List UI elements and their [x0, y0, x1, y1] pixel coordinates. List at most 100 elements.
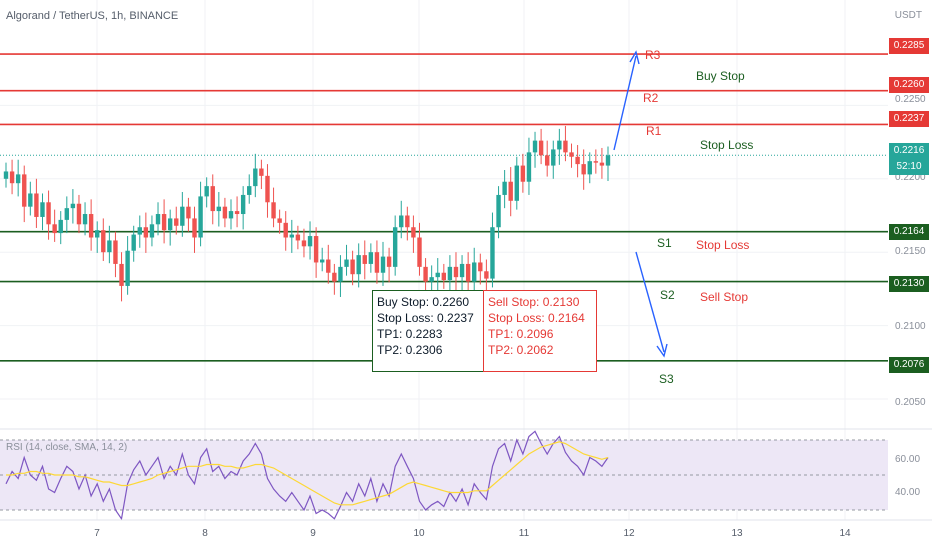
candle-body-65 [399, 215, 404, 228]
candle-body-40 [247, 186, 252, 195]
sell-stop-text: Sell Stop: 0.2130 [488, 295, 580, 309]
candle-body-76 [465, 263, 471, 282]
candle-body-26 [161, 214, 167, 231]
candle-body-54 [332, 272, 337, 282]
candle-body-78 [478, 262, 483, 272]
candle-body-59 [362, 255, 367, 264]
candle-body-66 [405, 215, 410, 228]
candle-body-13 [82, 214, 88, 225]
sell-tp1-text: TP1: 0.2096 [488, 327, 554, 341]
candle-body-62 [380, 256, 386, 273]
candle-body-98 [599, 162, 605, 166]
candle-body-43 [265, 175, 270, 203]
candles [3, 125, 611, 302]
candle-body-23 [143, 227, 149, 238]
candle-body-3 [22, 174, 27, 207]
x-tick-11: 11 [518, 528, 530, 539]
x-tick-7: 7 [94, 528, 100, 539]
candle-body-38 [234, 211, 240, 215]
candle-body-57 [350, 259, 355, 275]
candle-body-45 [277, 218, 282, 223]
candle-body-91 [557, 140, 562, 150]
candle-body-81 [496, 194, 501, 228]
projection-arrows [613, 50, 668, 358]
candle-body-85 [520, 165, 526, 182]
candle-body-79 [484, 271, 489, 279]
candle-body-68 [417, 237, 422, 267]
sell-tp2-text: TP2: 0.2062 [488, 343, 554, 357]
candle-body-67 [411, 227, 416, 238]
candle-body-84 [514, 165, 519, 201]
candle-body-86 [526, 152, 532, 182]
candle-body-41 [253, 168, 258, 187]
candle-body-90 [551, 149, 556, 166]
candle-body-95 [581, 164, 586, 175]
candle-body-46 [283, 222, 288, 238]
candle-body-8 [52, 224, 57, 234]
rsi-label: RSI (14, close, SMA, 14, 2) [6, 442, 128, 453]
candle-body-77 [472, 262, 477, 282]
candle-body-56 [344, 259, 349, 267]
candle-body-4 [28, 193, 33, 207]
candle-body-97 [593, 161, 599, 163]
badge-s1: 0.2164 [889, 224, 929, 240]
x-tick-14: 14 [839, 528, 851, 539]
symbol-title: Algorand / TetherUS, 1h, BINANCE [6, 10, 179, 22]
candle-body-92 [563, 140, 568, 153]
candle-body-35 [216, 206, 222, 212]
buy-tp1-text: TP1: 0.2283 [377, 327, 443, 341]
candle-body-44 [271, 202, 276, 219]
candle-body-12 [76, 203, 82, 225]
candle-body-83 [508, 181, 513, 201]
x-tick-8: 8 [202, 528, 208, 539]
candle-body-89 [544, 155, 550, 166]
label-r2: R2 [643, 91, 659, 105]
price-tick-3: 0.2100 [895, 321, 926, 332]
up-arrow-head [629, 50, 640, 65]
candle-body-75 [459, 263, 465, 278]
buy-setup-box: Buy Stop: 0.2260 Stop Loss: 0.2237 TP1: … [372, 290, 486, 372]
badge-current-price: 0.2216 [889, 143, 929, 159]
candle-body-19 [119, 263, 124, 286]
price-tick-1: 0.2200 [895, 172, 926, 183]
label-stop-loss-top: Stop Loss [700, 138, 754, 152]
candle-body-42 [259, 168, 264, 176]
candle-body-63 [386, 256, 392, 267]
candle-body-16 [101, 230, 106, 253]
candle-body-48 [295, 234, 301, 241]
badge-s2: 0.2130 [889, 276, 929, 292]
candle-body-50 [307, 236, 313, 247]
label-stop-loss-bottom: Stop Loss [696, 238, 750, 252]
candle-body-22 [137, 227, 142, 235]
rsi-pane [0, 430, 888, 521]
price-tick-0: 0.2250 [895, 94, 926, 105]
badge-r2: 0.2260 [889, 77, 929, 93]
candle-body-39 [240, 194, 246, 215]
candle-body-14 [88, 214, 94, 238]
candle-body-99 [605, 155, 611, 166]
label-sell-stop: Sell Stop [700, 290, 749, 304]
rsi-sma-line [6, 441, 609, 506]
buy-stoploss-text: Stop Loss: 0.2237 [377, 311, 474, 325]
candle-body-25 [155, 214, 161, 225]
candle-body-37 [228, 211, 234, 219]
x-tick-13: 13 [731, 528, 743, 539]
candle-body-21 [131, 234, 136, 251]
rsi-line [5, 430, 609, 521]
candle-body-2 [15, 174, 21, 184]
candle-body-15 [95, 230, 100, 238]
x-tick-10: 10 [413, 528, 425, 539]
label-s3: S3 [659, 372, 674, 386]
candle-body-7 [46, 202, 51, 225]
candle-body-31 [192, 218, 197, 238]
candle-body-94 [575, 156, 580, 165]
label-s1: S1 [657, 236, 672, 250]
candle-body-18 [113, 240, 118, 264]
candle-body-69 [423, 266, 428, 282]
candle-body-11 [70, 203, 76, 209]
candle-body-33 [204, 186, 209, 197]
candle-body-88 [538, 140, 544, 156]
candle-body-70 [429, 277, 434, 282]
badge-s3: 0.2076 [889, 357, 929, 373]
